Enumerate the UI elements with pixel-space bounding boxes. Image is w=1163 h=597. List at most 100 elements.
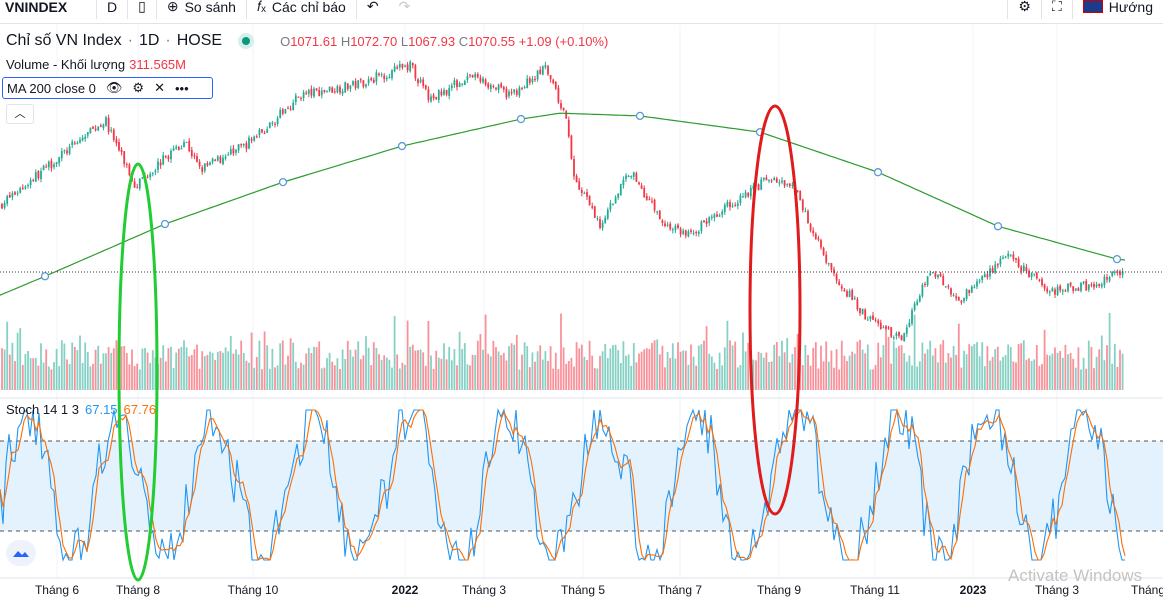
gear-icon[interactable]: ⚙ <box>132 80 145 95</box>
volume-bar <box>198 368 201 390</box>
candle <box>8 194 11 198</box>
candle <box>645 196 648 200</box>
candle <box>1080 282 1082 291</box>
candle <box>424 85 427 89</box>
candle <box>138 178 141 189</box>
interval-button[interactable]: D <box>97 0 129 19</box>
candle <box>115 139 118 144</box>
candle <box>396 66 399 69</box>
volume-bar <box>167 348 170 390</box>
volume-bar <box>123 345 126 390</box>
candle <box>320 90 323 96</box>
volume-bar <box>414 350 417 390</box>
volume-bar <box>203 356 206 390</box>
more-icon[interactable]: ••• <box>174 80 189 96</box>
fullscreen-button[interactable]: ⛶ <box>1042 0 1073 19</box>
volume-bar <box>188 356 191 390</box>
eye-icon[interactable]: 👁 <box>105 80 123 95</box>
volume-bar <box>752 359 755 390</box>
volume-bar <box>822 361 825 390</box>
candle <box>635 173 638 182</box>
volume-bar <box>890 363 893 390</box>
volume-bar <box>1028 358 1030 390</box>
candle-type-button[interactable]: ▯ <box>128 0 157 19</box>
volume-bar <box>266 345 269 390</box>
volume-bar <box>773 344 776 390</box>
volume-bar <box>853 353 856 390</box>
candle <box>229 149 232 155</box>
candle <box>141 177 144 179</box>
volume-bar <box>718 352 721 390</box>
candle <box>916 301 919 305</box>
volume-bar <box>757 351 760 390</box>
candle <box>125 163 128 165</box>
indicators-button[interactable]: 𝑓ₓ Các chỉ báo <box>247 0 357 19</box>
volume-bar <box>294 361 297 390</box>
volume-bar <box>159 357 162 390</box>
volume-bar <box>141 348 144 390</box>
red-annotation-ellipse <box>748 104 802 516</box>
volume-bar <box>531 352 534 390</box>
time-axis-label: Tháng 8 <box>115 583 161 597</box>
undo-button[interactable]: ↶ <box>357 0 389 19</box>
candle <box>827 263 830 265</box>
ma-marker <box>1112 254 1122 264</box>
volume-bar <box>765 352 768 390</box>
candle <box>957 297 960 301</box>
candle <box>263 133 266 135</box>
high-value: 1072.70 <box>350 33 398 49</box>
candle <box>170 150 172 160</box>
volume-bar <box>926 349 929 390</box>
volume-bar <box>437 357 440 390</box>
candle <box>903 332 906 342</box>
volume-bar <box>653 340 656 390</box>
volume-bar <box>1080 369 1082 390</box>
candlestick-icon: ▯ <box>138 0 146 14</box>
candle <box>609 203 612 210</box>
candle <box>40 170 42 180</box>
volume-bar <box>315 347 318 390</box>
tradingview-logo-icon[interactable] <box>6 540 36 566</box>
candle <box>430 96 432 102</box>
candle <box>63 150 66 152</box>
candle <box>149 174 152 178</box>
candle <box>913 303 916 310</box>
volume-bar <box>513 344 516 390</box>
volume-bar <box>918 361 921 390</box>
candle <box>994 264 997 273</box>
candle <box>549 75 552 80</box>
volume-bar <box>986 346 989 390</box>
volume-bar <box>1090 346 1093 390</box>
time-axis[interactable]: Tháng 6 Tháng 8 Tháng 10 2022 Tháng 3 Tháng 5… <box>0 578 1163 597</box>
volume-bar <box>955 354 958 390</box>
candle <box>341 91 344 94</box>
candle <box>825 254 828 263</box>
volume-bar <box>1064 344 1067 390</box>
candle <box>937 274 939 278</box>
candle <box>21 187 24 189</box>
candle <box>440 91 443 96</box>
compare-button[interactable]: ⊕ So sánh <box>157 0 247 19</box>
ma-legend[interactable]: MA 200 close 0 👁 ⚙ ✕ ••• <box>2 77 213 99</box>
candle <box>162 155 165 165</box>
language-button[interactable]: Hướng <box>1073 0 1163 19</box>
volume-bar <box>713 362 716 390</box>
volume-bar <box>229 336 232 390</box>
candle <box>822 247 825 255</box>
volume-bar <box>786 338 789 390</box>
redo-button[interactable]: ↷ <box>389 0 421 19</box>
volume-bar <box>274 367 276 390</box>
candle <box>838 281 841 286</box>
candle <box>255 136 258 138</box>
settings-button[interactable]: ⚙ <box>1007 0 1042 19</box>
candle <box>820 240 822 248</box>
volume-bar <box>1116 366 1119 390</box>
collapse-legend-button[interactable]: ︿ <box>6 104 34 124</box>
volume-bar <box>970 346 973 390</box>
candle <box>292 102 295 111</box>
close-icon[interactable]: ✕ <box>154 80 165 95</box>
volume-bar <box>1038 365 1041 390</box>
symbol-button[interactable]: VNINDEX <box>0 0 97 19</box>
volume-bar <box>656 339 659 390</box>
